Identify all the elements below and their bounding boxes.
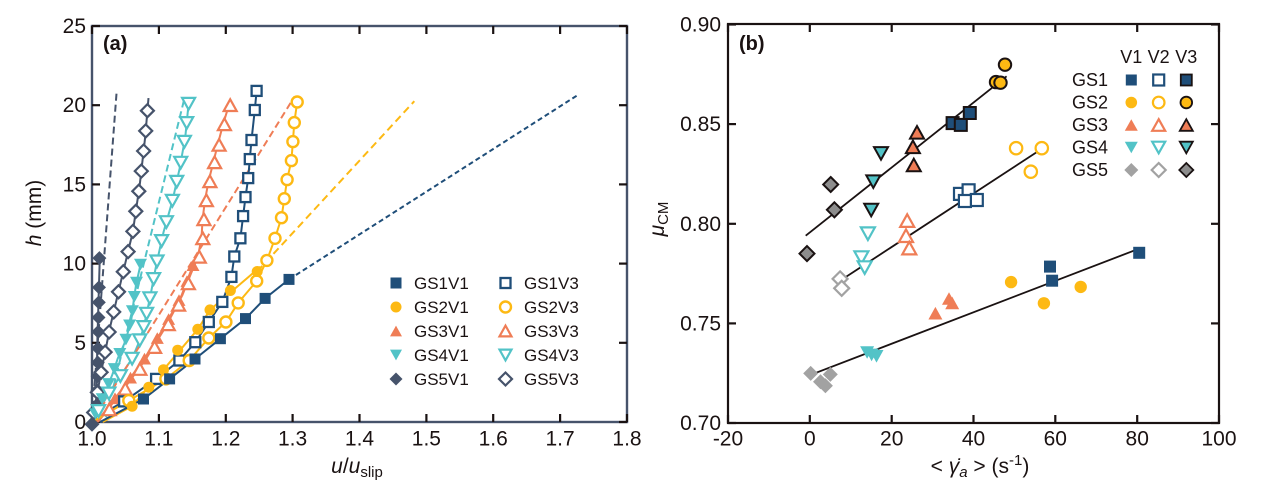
svg-text:GS2V1: GS2V1 — [414, 298, 469, 317]
svg-text:V2: V2 — [1148, 47, 1170, 67]
svg-text:GS1: GS1 — [1072, 70, 1108, 90]
svg-text:1.1: 1.1 — [144, 428, 173, 451]
svg-text:GS5: GS5 — [1072, 160, 1108, 180]
svg-text:20: 20 — [880, 428, 903, 451]
svg-text:0: 0 — [74, 411, 86, 434]
svg-text:1.5: 1.5 — [412, 428, 441, 451]
svg-text:u/uslip: u/uslip — [331, 455, 383, 481]
svg-text:1.6: 1.6 — [479, 428, 508, 451]
svg-text:0: 0 — [804, 428, 816, 451]
svg-text:0.90: 0.90 — [680, 14, 721, 37]
svg-text:20: 20 — [63, 94, 86, 117]
svg-text:100: 100 — [1201, 428, 1236, 451]
svg-text:80: 80 — [1126, 428, 1149, 451]
svg-text:1.4: 1.4 — [345, 428, 375, 451]
svg-text:h (mm): h (mm) — [23, 180, 46, 247]
svg-text:25: 25 — [63, 15, 86, 38]
svg-text:GS4V3: GS4V3 — [524, 346, 579, 365]
svg-text:GS2V3: GS2V3 — [524, 298, 579, 317]
svg-text:GS5V3: GS5V3 — [524, 370, 579, 389]
svg-text:GS1V1: GS1V1 — [414, 274, 469, 293]
svg-text:GS3V1: GS3V1 — [414, 322, 469, 341]
svg-text:0.80: 0.80 — [680, 213, 721, 236]
svg-text:V3: V3 — [1175, 47, 1197, 67]
svg-text:GS4V1: GS4V1 — [414, 346, 469, 365]
svg-text:15: 15 — [63, 173, 86, 196]
svg-text:10: 10 — [63, 253, 86, 276]
svg-text:-20: -20 — [713, 428, 743, 451]
svg-text:μCM: μCM — [646, 202, 672, 238]
svg-text:GS3V3: GS3V3 — [524, 322, 579, 341]
svg-text:1.8: 1.8 — [612, 428, 641, 451]
svg-text:60: 60 — [1044, 428, 1067, 451]
svg-text:1.0: 1.0 — [77, 428, 106, 451]
svg-text:1.3: 1.3 — [278, 428, 307, 451]
svg-text:1.2: 1.2 — [211, 428, 240, 451]
svg-text:0.85: 0.85 — [680, 113, 721, 136]
svg-text:(b): (b) — [739, 33, 765, 55]
svg-text:GS2: GS2 — [1072, 93, 1108, 113]
svg-text:0.70: 0.70 — [680, 412, 721, 435]
svg-text:5: 5 — [74, 332, 86, 355]
svg-text:GS4: GS4 — [1072, 138, 1108, 158]
svg-text:1.7: 1.7 — [545, 428, 574, 451]
svg-text:(a): (a) — [103, 33, 127, 55]
svg-text:40: 40 — [962, 428, 985, 451]
svg-text:0.75: 0.75 — [680, 312, 721, 335]
svg-text:GS5V1: GS5V1 — [414, 370, 469, 389]
svg-text:GS3: GS3 — [1072, 115, 1108, 135]
svg-text:V1: V1 — [1120, 47, 1142, 67]
svg-text:GS1V3: GS1V3 — [524, 274, 579, 293]
